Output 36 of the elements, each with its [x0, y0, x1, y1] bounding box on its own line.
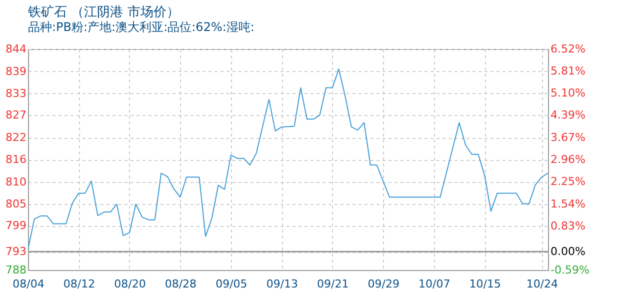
x-tick-label: 08/20: [114, 278, 146, 290]
line-series: [28, 68, 548, 250]
x-tick-label: 08/28: [164, 278, 197, 290]
y-tick-label: 788: [6, 264, 26, 276]
y-tick-label: 793: [6, 245, 26, 258]
y2-tick-label: 4.39%: [550, 108, 586, 122]
y-tick-label: 833: [6, 86, 26, 100]
y-tick-label: 816: [6, 153, 26, 166]
x-tick-label: 10/07: [418, 278, 450, 290]
y2-tick-label: 2.25%: [550, 175, 586, 188]
x-tick-label: 10/15: [469, 278, 501, 290]
y-tick-label: 799: [6, 219, 26, 232]
y-tick-label: 805: [6, 197, 26, 210]
y2-tick-label: 5.10%: [550, 86, 586, 100]
chart-title: 铁矿石 （江阴港 市场价）: [27, 5, 180, 20]
chart-subtitle: 品种:PB粉:产地:澳大利亚:品位:62%:湿吨:: [28, 20, 254, 34]
y2-tick-label: 6.52%: [550, 42, 586, 56]
y2-tick-label: 1.54%: [550, 197, 586, 210]
x-tick-label: 10/24: [526, 278, 558, 290]
x-tick-label: 09/29: [368, 278, 400, 290]
x-tick-label: 09/21: [317, 278, 349, 290]
y2-tick-label: 3.67%: [550, 131, 586, 144]
x-tick-label: 08/12: [63, 278, 96, 290]
y2-tick-label: 0.00%: [550, 245, 586, 258]
y2-tick-label: -0.59%: [550, 264, 590, 276]
x-tick-label: 08/04: [12, 278, 44, 290]
y2-tick-label: 0.83%: [550, 219, 586, 232]
y2-tick-label: 5.81%: [550, 64, 586, 78]
y-tick-label: 839: [6, 64, 26, 78]
x-tick-label: 09/13: [266, 278, 298, 290]
y2-tick-label: 2.96%: [550, 153, 586, 166]
y-tick-label: 822: [6, 131, 26, 144]
y-tick-label: 810: [6, 175, 26, 188]
y-tick-label: 827: [6, 108, 26, 122]
y-tick-label: 844: [6, 42, 26, 56]
x-tick-label: 09/05: [216, 278, 248, 290]
